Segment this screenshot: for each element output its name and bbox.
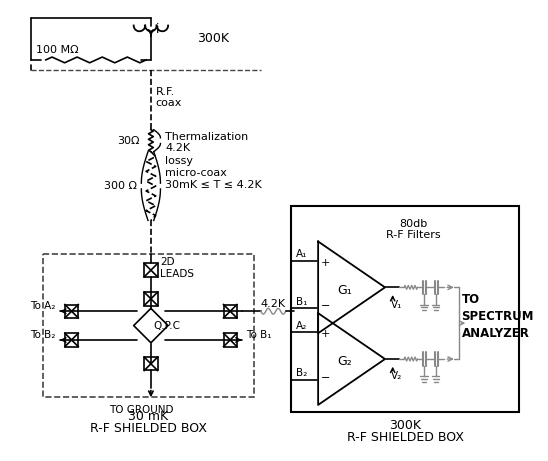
Bar (65, 305, 78, 318)
Text: A₁: A₁ (296, 249, 307, 259)
Text: Thermalization
4.2K: Thermalization 4.2K (165, 131, 248, 153)
Text: R-F SHIELDED BOX: R-F SHIELDED BOX (90, 422, 207, 435)
Text: −: − (321, 373, 330, 383)
Text: R.F.
coax: R.F. coax (156, 87, 182, 108)
Bar (224, 305, 237, 318)
Bar (144, 292, 158, 306)
Text: G₂: G₂ (338, 355, 352, 368)
Text: i: i (156, 23, 159, 36)
Bar (43, 254, 254, 397)
Text: 300K: 300K (197, 32, 229, 45)
Text: A₂: A₂ (296, 320, 307, 331)
Text: Q.P.C: Q.P.C (154, 320, 181, 331)
Text: 30Ω: 30Ω (117, 136, 139, 146)
Text: +: + (321, 329, 330, 339)
Text: TO
SPECTRUM
ANALYZER: TO SPECTRUM ANALYZER (461, 293, 534, 340)
Text: G₁: G₁ (338, 284, 352, 297)
Text: 4.2K: 4.2K (261, 299, 286, 308)
Text: V₂: V₂ (391, 371, 402, 381)
Text: −: − (321, 301, 330, 312)
Bar (144, 357, 158, 371)
Bar (224, 333, 237, 347)
Text: 2D
LEADS: 2D LEADS (161, 257, 195, 279)
Text: R-F SHIELDED BOX: R-F SHIELDED BOX (346, 431, 464, 444)
Text: TO GROUND: TO GROUND (109, 405, 174, 415)
Text: 30 mK: 30 mK (128, 410, 169, 423)
Text: lossy
micro-coax
30mK ≤ T ≤ 4.2K: lossy micro-coax 30mK ≤ T ≤ 4.2K (165, 156, 262, 189)
Bar (144, 264, 158, 277)
Text: 300K: 300K (389, 420, 421, 432)
Polygon shape (134, 308, 168, 343)
Text: V₁: V₁ (391, 300, 402, 309)
Text: +: + (321, 258, 330, 267)
Bar (292, 206, 519, 412)
Text: 80db
R-F Filters: 80db R-F Filters (386, 219, 441, 240)
Text: B₂: B₂ (296, 368, 307, 378)
Text: To A₂: To A₂ (30, 301, 55, 312)
Text: B₁: B₁ (296, 297, 307, 307)
Text: To B₁: To B₁ (247, 330, 272, 340)
Text: 100 MΩ: 100 MΩ (36, 45, 79, 55)
Polygon shape (318, 242, 385, 333)
Bar (65, 333, 78, 347)
Text: 300 Ω: 300 Ω (104, 181, 136, 191)
Polygon shape (318, 313, 385, 405)
Text: To B₂: To B₂ (30, 330, 55, 340)
